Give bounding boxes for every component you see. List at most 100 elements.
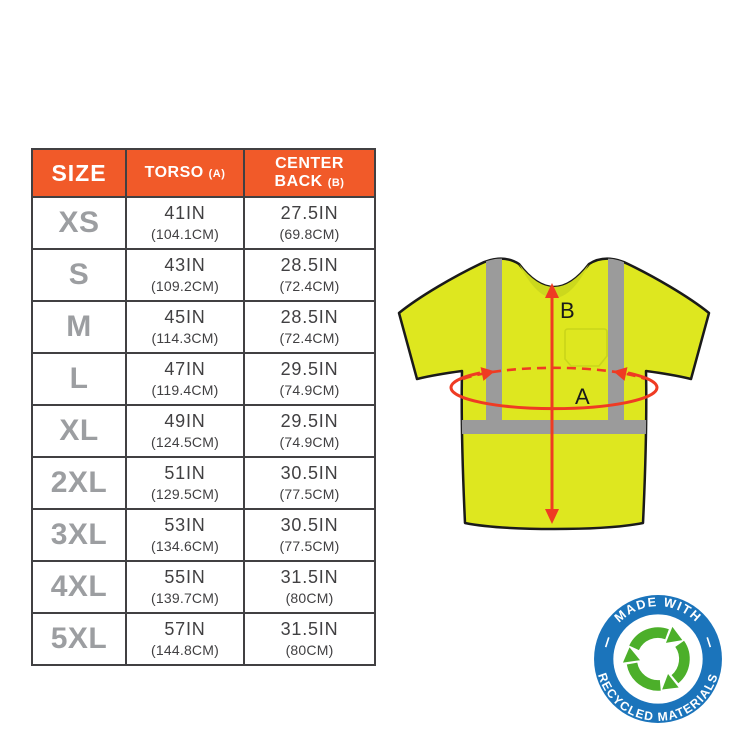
torso-cm: (114.3CM)	[151, 329, 219, 346]
center-back-cell: 28.5IN (72.4CM)	[243, 248, 376, 302]
table-row: 4XL 55IN (139.7CM) 31.5IN (80CM)	[31, 560, 376, 614]
recycled-materials-badge: MADE WITH RECYCLED MATERIALS	[592, 593, 724, 725]
back-cm: (74.9CM)	[279, 381, 340, 398]
size-cell: L	[31, 352, 127, 406]
torso-inches: 47IN	[164, 359, 206, 380]
torso-cell: 47IN (119.4CM)	[125, 352, 245, 406]
back-inches: 28.5IN	[280, 255, 339, 276]
back-cm: (72.4CM)	[279, 329, 340, 346]
measure-arrow-b	[545, 283, 559, 524]
size-value: 4XL	[50, 570, 108, 603]
torso-cm: (134.6CM)	[151, 537, 219, 554]
table-row: M 45IN (114.3CM) 28.5IN (72.4CM)	[31, 300, 376, 354]
torso-inches: 49IN	[164, 411, 206, 432]
size-value: 3XL	[50, 518, 108, 551]
back-inches: 29.5IN	[280, 359, 339, 380]
size-cell: 3XL	[31, 508, 127, 562]
torso-cm: (109.2CM)	[151, 277, 219, 294]
back-inches: 27.5IN	[280, 203, 339, 224]
back-inches: 30.5IN	[280, 515, 339, 536]
torso-inches: 43IN	[164, 255, 206, 276]
torso-inches: 51IN	[164, 463, 206, 484]
torso-inches: 45IN	[164, 307, 206, 328]
torso-cell: 57IN (144.8CM)	[125, 612, 245, 666]
table-row: 2XL 51IN (129.5CM) 30.5IN (77.5CM)	[31, 456, 376, 510]
table-row: XS 41IN (104.1CM) 27.5IN (69.8CM)	[31, 196, 376, 250]
chest-pocket	[564, 328, 608, 367]
reflective-stripe-right	[608, 258, 624, 421]
label-a: A	[575, 384, 590, 409]
table-header-row: SIZE TORSO (A) CENTER BACK (B)	[31, 148, 376, 198]
size-value: 5XL	[50, 622, 108, 655]
torso-cm: (104.1CM)	[151, 225, 219, 242]
torso-inches: 57IN	[164, 619, 206, 640]
size-cell: XS	[31, 196, 127, 250]
torso-cm: (124.5CM)	[151, 433, 219, 450]
size-value: S	[68, 258, 90, 291]
size-value: M	[66, 310, 92, 343]
back-cm: (72.4CM)	[279, 277, 340, 294]
size-value: XL	[59, 414, 99, 447]
torso-cm: (119.4CM)	[151, 381, 219, 398]
col-header-torso: TORSO (A)	[125, 148, 245, 198]
back-inches: 28.5IN	[280, 307, 339, 328]
shirt-body	[397, 257, 711, 531]
table-row: 3XL 53IN (134.6CM) 30.5IN (77.5CM)	[31, 508, 376, 562]
badge-ring-dashes	[604, 637, 712, 648]
torso-cell: 49IN (124.5CM)	[125, 404, 245, 458]
shirt-collar	[519, 264, 589, 298]
torso-cm: (129.5CM)	[151, 485, 219, 502]
size-cell: 4XL	[31, 560, 127, 614]
center-back-cell: 27.5IN (69.8CM)	[243, 196, 376, 250]
center-back-cell: 31.5IN (80CM)	[243, 612, 376, 666]
back-cm: (74.9CM)	[279, 433, 340, 450]
torso-cell: 53IN (134.6CM)	[125, 508, 245, 562]
size-table-container: SIZE TORSO (A) CENTER BACK (B)	[31, 148, 376, 666]
reflective-stripes	[459, 258, 651, 434]
torso-inches: 55IN	[164, 567, 206, 588]
size-cell: S	[31, 248, 127, 302]
center-back-cell: 29.5IN (74.9CM)	[243, 352, 376, 406]
back-inches: 31.5IN	[280, 567, 339, 588]
center-back-cell: 29.5IN (74.9CM)	[243, 404, 376, 458]
torso-cm: (139.7CM)	[151, 589, 219, 606]
center-back-cell: 31.5IN (80CM)	[243, 560, 376, 614]
size-value: XS	[58, 206, 100, 239]
shirt-diagram: B A	[385, 240, 725, 550]
center-back-header-key: (B)	[327, 177, 345, 189]
back-cm: (77.5CM)	[279, 485, 340, 502]
measure-a-dashed-back	[462, 366, 646, 381]
table-row: 5XL 57IN (144.8CM) 31.5IN (80CM)	[31, 612, 376, 666]
size-value: 2XL	[50, 466, 108, 499]
back-cm: (69.8CM)	[279, 225, 340, 242]
torso-cell: 43IN (109.2CM)	[125, 248, 245, 302]
table-row: XL 49IN (124.5CM) 29.5IN (74.9CM)	[31, 404, 376, 458]
center-back-cell: 30.5IN (77.5CM)	[243, 456, 376, 510]
torso-cm: (144.8CM)	[151, 641, 219, 658]
size-cell: XL	[31, 404, 127, 458]
measure-a-arrowhead-left	[480, 367, 495, 381]
torso-inches: 41IN	[164, 203, 206, 224]
shirt-diagram-svg: B A	[397, 257, 711, 531]
center-back-header-line2: BACK	[274, 173, 323, 190]
col-header-size: SIZE	[31, 148, 127, 198]
torso-header-label: TORSO	[144, 163, 204, 181]
back-cm: (80CM)	[285, 589, 334, 606]
back-inches: 30.5IN	[280, 463, 339, 484]
measure-a-solid-front	[449, 371, 659, 411]
recycled-badge-svg: MADE WITH RECYCLED MATERIALS	[594, 595, 722, 724]
back-cm: (77.5CM)	[279, 537, 340, 554]
col-header-center-back: CENTER BACK (B)	[243, 148, 376, 198]
torso-cell: 45IN (114.3CM)	[125, 300, 245, 354]
table-row: L 47IN (119.4CM) 29.5IN (74.9CM)	[31, 352, 376, 406]
back-inches: 31.5IN	[280, 619, 339, 640]
size-cell: 5XL	[31, 612, 127, 666]
torso-header-key: (A)	[208, 167, 226, 180]
size-table: SIZE TORSO (A) CENTER BACK (B)	[31, 148, 376, 666]
center-back-cell: 28.5IN (72.4CM)	[243, 300, 376, 354]
center-back-cell: 30.5IN (77.5CM)	[243, 508, 376, 562]
torso-cell: 55IN (139.7CM)	[125, 560, 245, 614]
size-header-label: SIZE	[51, 159, 107, 186]
reflective-stripe-left	[486, 258, 502, 421]
center-back-header-line1: CENTER	[275, 154, 344, 172]
